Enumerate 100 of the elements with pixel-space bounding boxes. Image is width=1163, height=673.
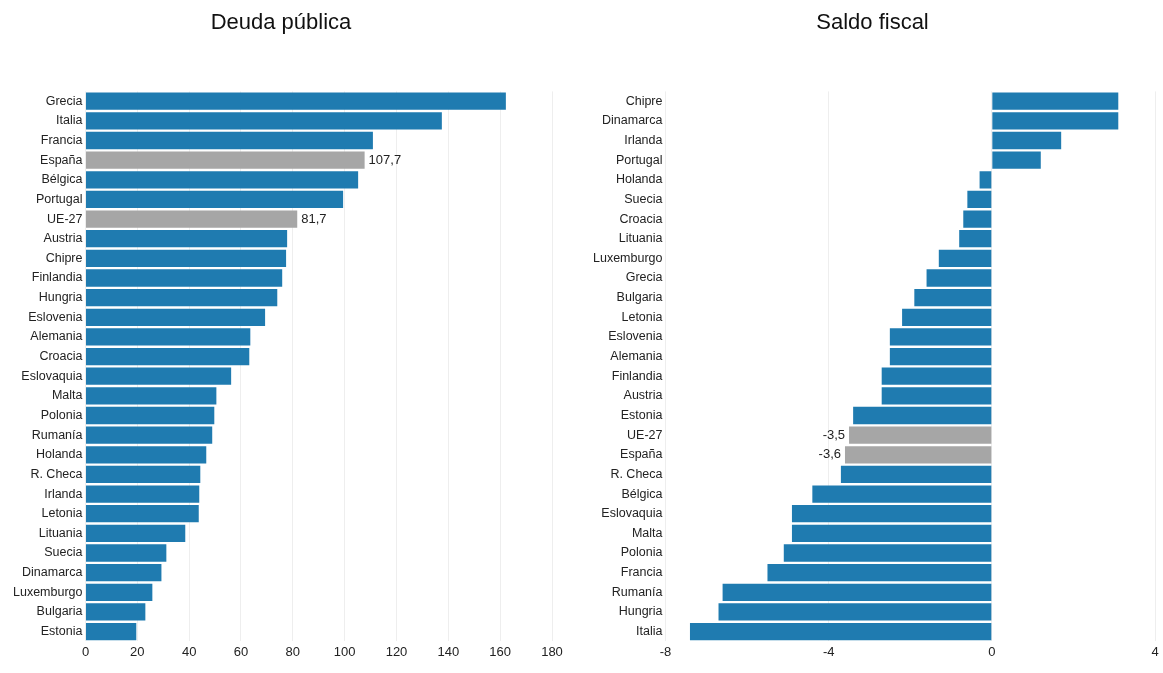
- bar: [840, 465, 992, 484]
- bar: [85, 269, 283, 287]
- bar: [992, 92, 1119, 110]
- chart-title: Saldo fiscal: [816, 9, 929, 35]
- bar: [85, 347, 250, 366]
- x-tick-label: 40: [181, 643, 197, 659]
- y-tick-label: Bulgaria: [616, 290, 663, 305]
- x-tick-label: 60: [233, 643, 249, 659]
- y-tick-label: UE-27: [47, 211, 83, 226]
- bar: [767, 564, 992, 582]
- bar: [85, 171, 359, 189]
- y-tick-label: España: [40, 152, 83, 167]
- y-tick-label: Finlandia: [31, 270, 83, 285]
- y-tick-label: España: [620, 447, 663, 462]
- y-tick-label: Croacia: [39, 349, 83, 364]
- y-tick-label: Francia: [40, 132, 83, 147]
- bar: [902, 308, 992, 326]
- bar: [85, 151, 365, 169]
- bar: [914, 289, 992, 307]
- x-tick-label: -8: [659, 643, 672, 659]
- bar: [791, 505, 992, 523]
- y-tick-label: Italia: [636, 624, 663, 639]
- bar: [85, 465, 201, 484]
- bar: [85, 289, 278, 307]
- x-tick-label: 160: [489, 643, 512, 659]
- bar: [85, 622, 137, 641]
- x-tick-label: 140: [437, 643, 460, 659]
- y-tick-label: Alemania: [610, 349, 663, 364]
- y-tick-label: Dinamarca: [22, 565, 83, 580]
- y-tick-label: Grecia: [625, 270, 663, 285]
- y-tick-label: Estonia: [40, 624, 83, 639]
- y-tick-label: R. Checa: [30, 466, 83, 481]
- x-tick-label: 120: [385, 643, 408, 659]
- bar: [992, 112, 1119, 130]
- y-tick-label: Luxemburgo: [12, 584, 83, 599]
- y-tick-label: Letonia: [621, 309, 663, 324]
- y-tick-label: Eslovenia: [608, 329, 663, 344]
- y-tick-label: Suecia: [624, 191, 663, 206]
- bar: [963, 210, 992, 228]
- x-tick-label: -4: [822, 643, 835, 659]
- y-tick-label: Bélgica: [41, 172, 83, 187]
- y-tick-label: Irlanda: [624, 132, 663, 147]
- y-tick-label: Grecia: [45, 93, 83, 108]
- x-tick-label: 0: [81, 643, 90, 659]
- y-tick-label: Bulgaria: [36, 604, 83, 619]
- bar: [85, 544, 167, 562]
- y-tick-label: Chipre: [45, 250, 83, 265]
- x-tick-label: 20: [130, 643, 145, 659]
- bar: [85, 426, 213, 444]
- y-tick-label: Francia: [620, 565, 663, 580]
- y-tick-label: Hungria: [618, 604, 663, 619]
- bar: [85, 131, 373, 150]
- y-tick-label: Hungria: [38, 290, 83, 305]
- y-tick-label: Bélgica: [621, 486, 663, 501]
- y-tick-label: Dinamarca: [602, 113, 663, 128]
- y-tick-label: Austria: [43, 231, 83, 246]
- bar: [844, 446, 992, 464]
- bar: [783, 544, 992, 562]
- y-tick-label: Suecia: [44, 545, 83, 560]
- y-tick-label: UE-27: [627, 427, 663, 442]
- y-tick-label: Polonia: [620, 545, 663, 560]
- data-label: 107,7: [368, 151, 402, 167]
- bar: [85, 524, 186, 543]
- bar: [85, 564, 162, 582]
- bar: [85, 92, 506, 110]
- bar: [938, 249, 992, 268]
- bar: [722, 583, 992, 601]
- x-tick-label: 180: [541, 643, 563, 659]
- bar: [85, 505, 199, 523]
- bar: [967, 190, 992, 209]
- y-tick-label: Eslovaquia: [21, 368, 83, 383]
- bar: [85, 112, 442, 130]
- y-tick-label: Luxemburgo: [592, 250, 663, 265]
- y-tick-label: Rumanía: [611, 584, 663, 599]
- bar: [85, 367, 232, 385]
- y-tick-label: Eslovenia: [28, 309, 83, 324]
- bar: [812, 485, 992, 503]
- y-tick-label: Portugal: [615, 152, 663, 167]
- y-tick-label: Polonia: [40, 407, 83, 422]
- y-tick-label: Croacia: [619, 211, 663, 226]
- chart-title: Deuda pública: [210, 9, 353, 35]
- bar: [85, 485, 200, 503]
- y-tick-label: Estonia: [620, 407, 663, 422]
- bar: [881, 367, 992, 385]
- bar: [85, 603, 146, 621]
- bar: [889, 347, 992, 366]
- y-tick-label: Rumanía: [31, 427, 83, 442]
- bar: [85, 328, 251, 346]
- y-tick-label: Portugal: [35, 191, 83, 206]
- data-label: 81,7: [301, 210, 327, 226]
- bar: [849, 426, 992, 444]
- bar: [881, 387, 992, 405]
- x-tick-label: 80: [285, 643, 301, 659]
- bar: [85, 230, 288, 248]
- bar: [979, 171, 992, 189]
- y-tick-label: Malta: [51, 388, 83, 403]
- data-label: -3,6: [818, 446, 841, 462]
- y-tick-label: Eslovaquia: [601, 506, 663, 521]
- x-tick-label: 100: [333, 643, 356, 659]
- x-tick-label: 0: [988, 643, 996, 659]
